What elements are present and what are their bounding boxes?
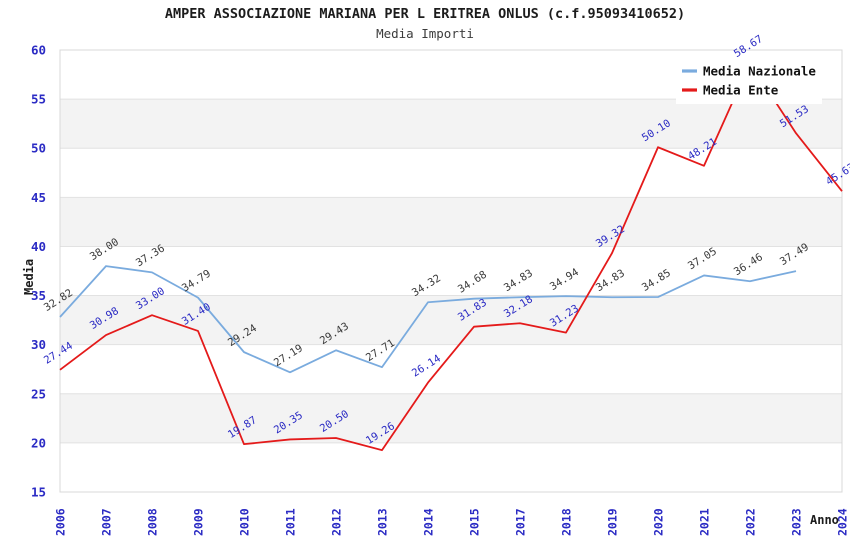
grid-band <box>60 295 842 345</box>
y-tick-label: 35 <box>31 288 46 303</box>
x-tick-label: 2010 <box>238 508 252 536</box>
x-tick-label: 2009 <box>192 508 206 536</box>
x-tick-label: 2024 <box>836 508 850 536</box>
legend-box <box>676 57 822 104</box>
x-tick-label: 2015 <box>468 508 482 536</box>
series-line-media-nazionale <box>59 265 797 374</box>
x-tick-label: 2017 <box>514 508 528 536</box>
x-tick-label: 2021 <box>698 508 712 536</box>
y-tick-label: 55 <box>31 92 46 107</box>
y-axis-title: Media <box>22 259 36 295</box>
x-tick-label: 2018 <box>560 508 574 536</box>
plot-border <box>59 49 843 493</box>
grid-band <box>60 393 842 443</box>
x-tick-label: 2007 <box>100 508 114 536</box>
x-tick-label: 2006 <box>54 508 68 536</box>
y-tick-label: 20 <box>31 435 46 450</box>
y-tick-label: 40 <box>31 239 46 254</box>
chart-title: AMPER ASSOCIAZIONE MARIANA PER L ERITREA… <box>164 6 686 22</box>
x-tick-label: 2020 <box>652 508 666 536</box>
x-tick-label: 2013 <box>376 508 390 536</box>
y-tick-label: 30 <box>31 337 46 352</box>
grid-band <box>60 197 842 247</box>
y-tick-label: 45 <box>31 190 46 205</box>
x-tick-label: 2019 <box>606 508 620 536</box>
x-tick-label: 2008 <box>146 508 160 536</box>
x-tick-label: 2011 <box>284 508 298 536</box>
x-tick-label: 2023 <box>790 508 804 536</box>
legend-label: Media Nazionale <box>703 64 816 79</box>
y-tick-label: 25 <box>31 386 46 401</box>
chart-subtitle: Media Importi <box>376 26 474 41</box>
y-tick-label: 60 <box>31 43 46 58</box>
x-tick-label: 2022 <box>744 508 758 536</box>
y-tick-label: 50 <box>31 141 46 156</box>
x-axis-title: Anno <box>810 513 839 527</box>
x-tick-label: 2014 <box>422 508 436 536</box>
grid-band <box>60 99 842 149</box>
series-line-media-ente <box>59 62 843 452</box>
x-tick-label: 2012 <box>330 508 344 536</box>
y-tick-label: 15 <box>31 485 46 500</box>
legend-label: Media Ente <box>703 83 779 98</box>
